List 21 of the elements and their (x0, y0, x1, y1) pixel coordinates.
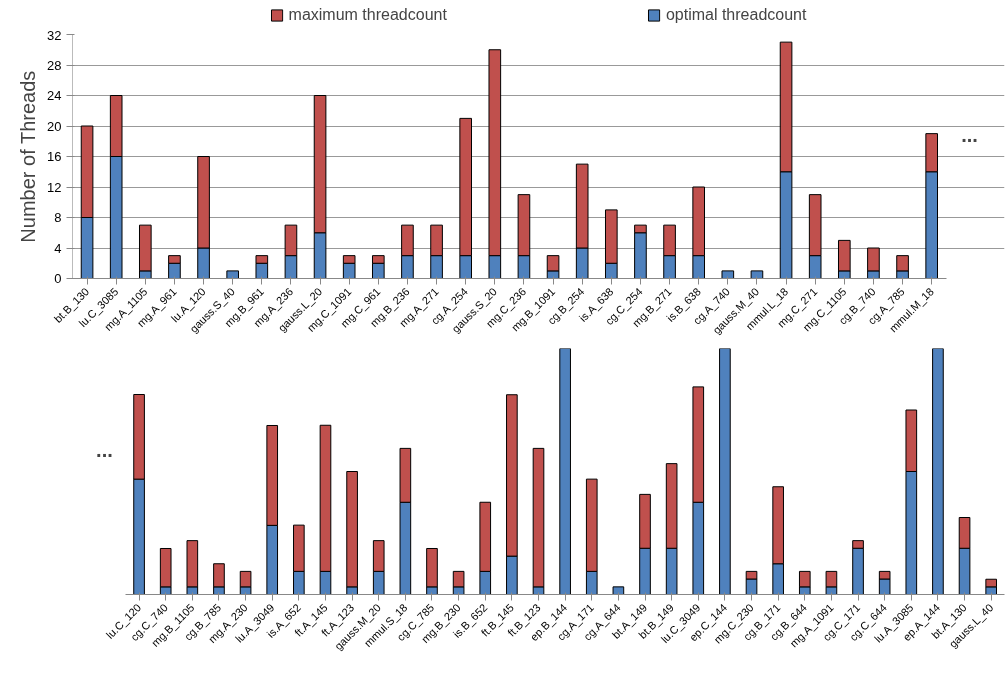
y-tick-label: 16 (47, 149, 62, 164)
y-tick-label: 4 (54, 240, 62, 256)
y-tick-label: 8 (54, 210, 62, 225)
text: ... (961, 123, 978, 146)
bar (719, 348, 731, 595)
bar (612, 586, 625, 595)
bar (226, 270, 240, 279)
y-axis-title: Number of Threads (17, 70, 40, 243)
y-tick-label: 24 (47, 88, 62, 103)
bar (721, 270, 735, 279)
text: ... (96, 438, 113, 461)
y-tick-label: 12 (47, 179, 62, 195)
bar (932, 348, 944, 595)
y-tick-label: 28 (47, 57, 62, 73)
y-tick-label: 32 (47, 27, 62, 43)
legend-label: maximum threadcount (288, 6, 447, 24)
legend-label: optimal threadcount (665, 6, 807, 24)
y-tick-label: 20 (47, 118, 62, 134)
bar (559, 348, 571, 595)
bar (750, 270, 764, 279)
y-tick-label: 0 (54, 271, 62, 286)
